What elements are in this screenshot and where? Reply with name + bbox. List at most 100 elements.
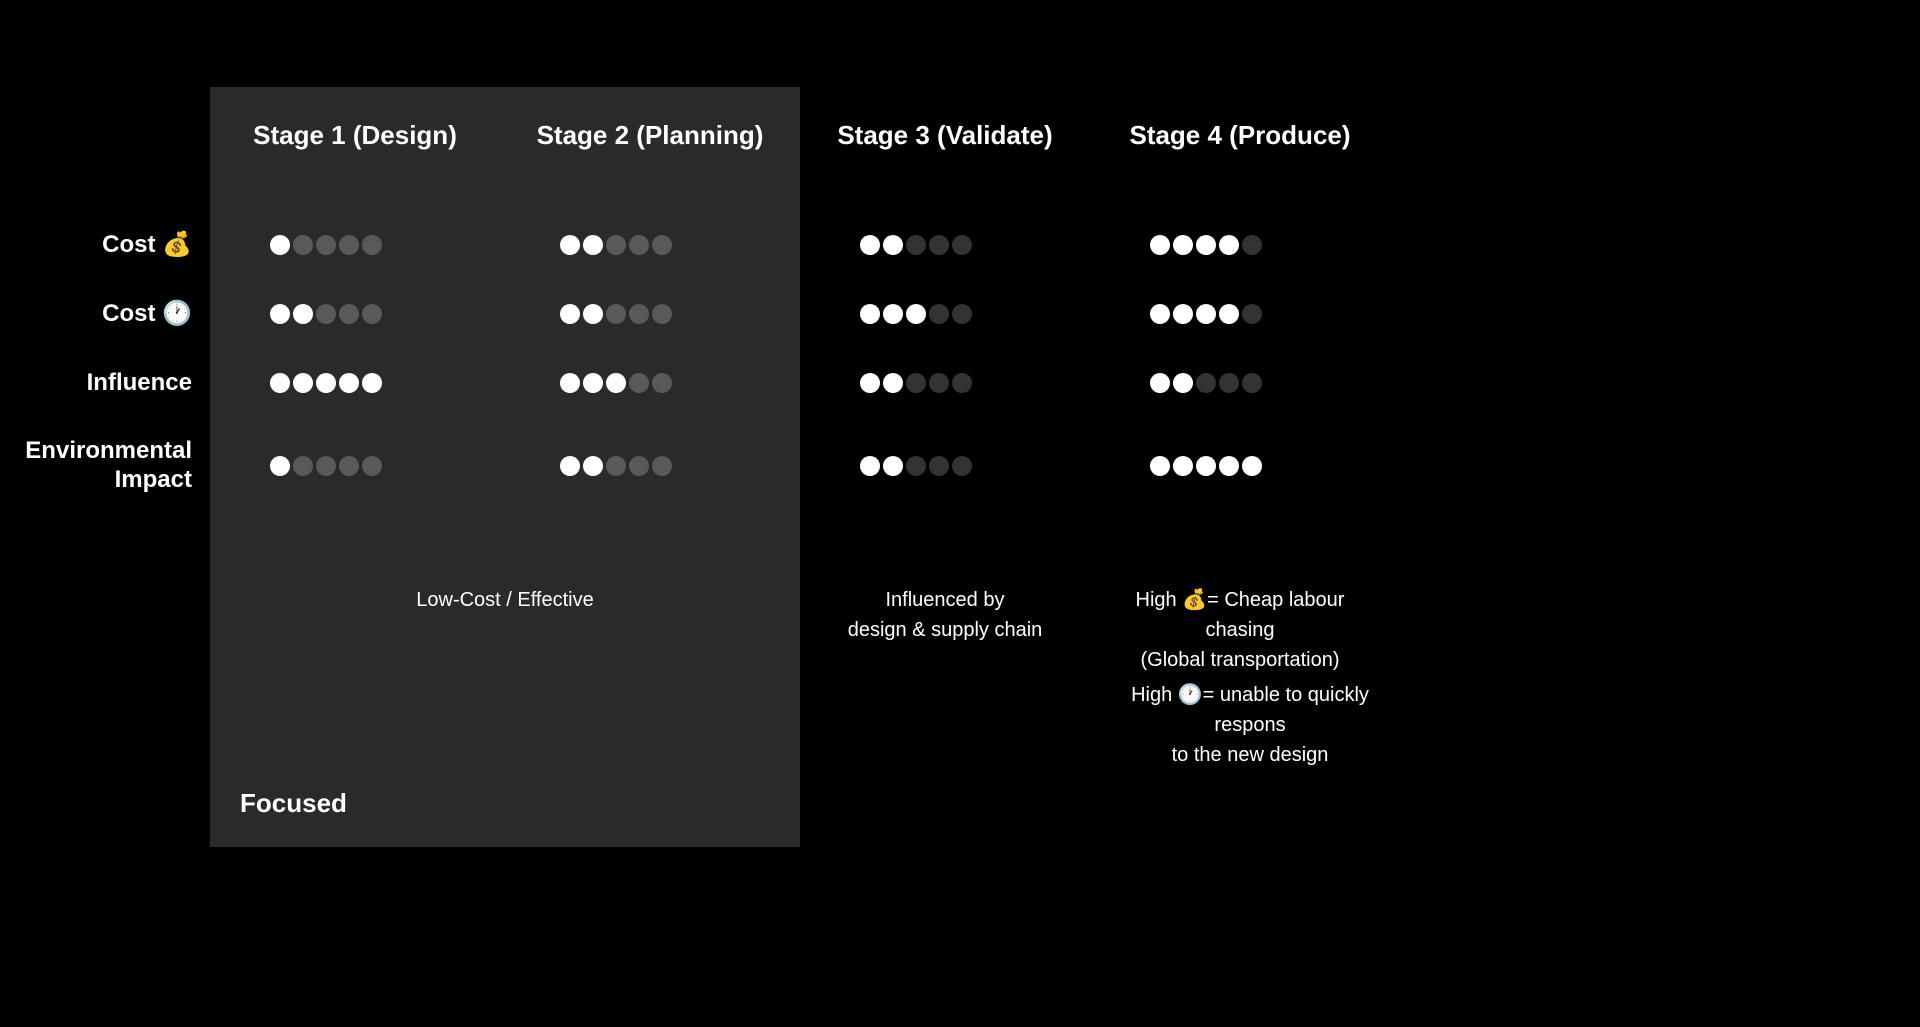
metric-label: Influence [40, 349, 210, 418]
dot-filled-icon [270, 373, 290, 393]
dot-filled-icon [1150, 235, 1170, 255]
dot-filled-icon [1219, 235, 1239, 255]
dot-filled-icon [1219, 456, 1239, 476]
dot-filled-icon [1150, 304, 1170, 324]
focused-label: Focused [240, 788, 347, 819]
rating-cell [500, 211, 800, 280]
dot-empty-icon [1219, 373, 1239, 393]
stage4-caption: High 💰= Cheap labour chasing (Global tra… [1090, 585, 1390, 675]
dot-filled-icon [860, 235, 880, 255]
dot-filled-icon [1196, 456, 1216, 476]
stage-matrix: Stage 1 (Design) Stage 2 (Planning) Stag… [40, 90, 1880, 515]
dot-empty-icon [1196, 373, 1216, 393]
dot-filled-icon [883, 304, 903, 324]
dot-filled-icon [1150, 373, 1170, 393]
dot-filled-icon [270, 304, 290, 324]
rating-cell [1090, 349, 1390, 418]
dot-empty-icon [316, 304, 336, 324]
dot-empty-icon [952, 235, 972, 255]
dot-filled-icon [560, 373, 580, 393]
dot-filled-icon [293, 304, 313, 324]
dot-empty-icon [652, 456, 672, 476]
dot-empty-icon [929, 373, 949, 393]
dot-filled-icon [270, 456, 290, 476]
dot-empty-icon [293, 456, 313, 476]
rating-cell [210, 280, 500, 349]
dot-filled-icon [339, 373, 359, 393]
dot-filled-icon [1173, 304, 1193, 324]
dot-empty-icon [339, 456, 359, 476]
dot-empty-icon [906, 373, 926, 393]
dot-empty-icon [629, 456, 649, 476]
dot-empty-icon [952, 304, 972, 324]
rating-cell [1090, 417, 1390, 515]
dot-empty-icon [906, 456, 926, 476]
dot-empty-icon [362, 304, 382, 324]
dot-empty-icon [1242, 373, 1262, 393]
dot-filled-icon [606, 373, 626, 393]
dot-filled-icon [560, 235, 580, 255]
dot-empty-icon [652, 235, 672, 255]
caption-row: Low-Cost / Effective Influenced by desig… [40, 585, 1880, 675]
dot-empty-icon [339, 304, 359, 324]
dot-empty-icon [293, 235, 313, 255]
dot-empty-icon [652, 304, 672, 324]
dot-filled-icon [1219, 304, 1239, 324]
stage-header-3: Stage 3 (Validate) [800, 90, 1090, 211]
dot-empty-icon [606, 235, 626, 255]
dot-empty-icon [906, 235, 926, 255]
dot-filled-icon [583, 304, 603, 324]
dot-filled-icon [583, 235, 603, 255]
dot-empty-icon [316, 235, 336, 255]
rating-cell [800, 417, 1090, 515]
stage-header-1: Stage 1 (Design) [210, 90, 500, 211]
rating-cell [1090, 211, 1390, 280]
rating-cell [210, 349, 500, 418]
rating-cell [210, 417, 500, 515]
dot-filled-icon [362, 373, 382, 393]
rating-cell [1090, 280, 1390, 349]
dot-empty-icon [952, 373, 972, 393]
dot-filled-icon [1196, 235, 1216, 255]
dot-filled-icon [883, 456, 903, 476]
stage3-caption: Influenced by design & supply chain [800, 585, 1090, 675]
dot-filled-icon [1173, 456, 1193, 476]
dot-empty-icon [952, 456, 972, 476]
rating-cell [210, 211, 500, 280]
dot-filled-icon [316, 373, 336, 393]
dot-filled-icon [1150, 456, 1170, 476]
dot-filled-icon [583, 373, 603, 393]
dot-filled-icon [270, 235, 290, 255]
dot-filled-icon [1196, 304, 1216, 324]
metric-label: Cost 💰 [40, 211, 210, 280]
dot-filled-icon [883, 373, 903, 393]
dot-empty-icon [929, 235, 949, 255]
rating-cell [500, 280, 800, 349]
highlight-caption: Low-Cost / Effective [210, 585, 800, 675]
dot-filled-icon [906, 304, 926, 324]
stage-header-4: Stage 4 (Produce) [1090, 90, 1390, 211]
dot-filled-icon [560, 304, 580, 324]
metric-label: EnvironmentalImpact [40, 417, 210, 515]
dot-empty-icon [629, 235, 649, 255]
dot-filled-icon [860, 373, 880, 393]
stage4-extra-caption: High 🕐= unable to quickly respons to the… [1100, 680, 1400, 770]
dot-empty-icon [1242, 304, 1262, 324]
dot-filled-icon [583, 456, 603, 476]
dot-filled-icon [560, 456, 580, 476]
dot-empty-icon [1242, 235, 1262, 255]
dot-filled-icon [1173, 373, 1193, 393]
dot-empty-icon [606, 456, 626, 476]
rating-cell [800, 211, 1090, 280]
dot-empty-icon [629, 373, 649, 393]
dot-filled-icon [883, 235, 903, 255]
metric-label: Cost 🕐 [40, 280, 210, 349]
dot-empty-icon [606, 304, 626, 324]
dot-filled-icon [293, 373, 313, 393]
rating-cell [800, 280, 1090, 349]
dot-empty-icon [316, 456, 336, 476]
dot-filled-icon [860, 304, 880, 324]
dot-filled-icon [860, 456, 880, 476]
dot-empty-icon [339, 235, 359, 255]
dot-empty-icon [362, 235, 382, 255]
